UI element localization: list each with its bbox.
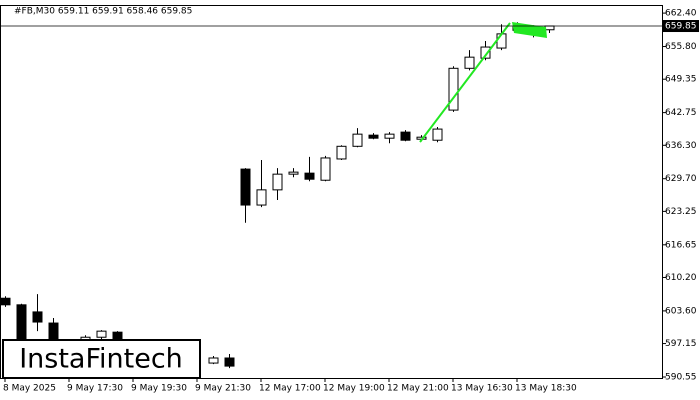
x-tick-label: 12 May 21:00	[387, 384, 449, 394]
candle-body	[400, 131, 411, 141]
last-price-label: 659.85	[665, 22, 697, 32]
x-tick-label: 13 May 18:30	[515, 384, 577, 394]
candle-body	[48, 322, 59, 341]
candle-body	[480, 46, 491, 59]
candle-body	[32, 311, 43, 323]
y-tick-label: 623.25	[665, 207, 697, 217]
candles	[0, 22, 555, 369]
overlay: 659.85	[0, 20, 699, 33]
y-tick-label: 603.60	[665, 306, 697, 316]
y-tick-label: 597.15	[665, 339, 697, 349]
y-tick-label: 610.20	[665, 273, 697, 283]
y-tick-label: 629.70	[665, 174, 697, 184]
last-price-box	[663, 20, 699, 33]
y-tick-label: 636.30	[665, 141, 697, 151]
logo-box	[2, 339, 201, 379]
axes: 662.40 655.80 649.35 642.75 636.30 629.70 623.…	[3, 9, 697, 394]
candle-body	[320, 157, 331, 181]
x-tick-label: 9 May 21:30	[195, 384, 251, 394]
candle-body	[448, 67, 459, 111]
candle-body	[544, 25, 555, 31]
y-tick-label: 642.75	[665, 108, 697, 118]
plot-frame	[0, 5, 663, 379]
candle-body	[112, 331, 123, 341]
candle-body	[256, 189, 267, 206]
candle-body	[288, 171, 299, 175]
candle-body	[368, 134, 379, 139]
y-tick-label: 616.65	[665, 240, 697, 250]
candle-body	[224, 357, 235, 367]
candle-body	[272, 173, 283, 191]
pattern-pole	[419, 22, 511, 143]
x-tick-label: 8 May 2025	[3, 384, 56, 394]
candle-body	[16, 304, 27, 341]
y-tick-label: 649.35	[665, 75, 697, 85]
candle-body	[240, 168, 251, 206]
chart-title: #FB,M30 659.11 659.91 658.46 659.85	[14, 7, 192, 17]
candle-body	[96, 330, 107, 338]
y-tick-label: 590.55	[665, 372, 697, 382]
candle-body	[496, 33, 507, 49]
candle-body	[304, 172, 315, 180]
candle-body	[432, 128, 443, 141]
candle-body	[464, 56, 475, 69]
x-tick-label: 12 May 19:00	[323, 384, 385, 394]
candle-body	[352, 133, 363, 147]
candle-body	[0, 297, 11, 306]
x-tick-label: 9 May 17:30	[67, 384, 123, 394]
candle-body	[208, 357, 219, 364]
x-tick-label: 12 May 17:00	[259, 384, 321, 394]
x-tick-label: 9 May 19:30	[131, 384, 187, 394]
y-tick-label: 655.80	[665, 42, 697, 52]
y-tick-label: 662.40	[665, 9, 697, 19]
x-tick-label: 13 May 16:30	[451, 384, 513, 394]
candle-body	[336, 145, 347, 160]
candle-body	[384, 133, 395, 139]
logo: InstaFintech	[19, 344, 183, 375]
